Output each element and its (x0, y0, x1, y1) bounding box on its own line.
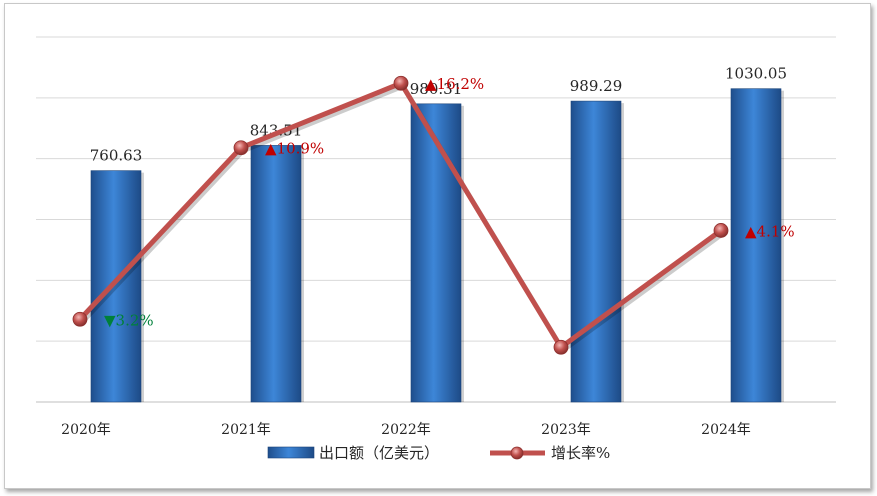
category-label: 2023年 (541, 422, 591, 438)
legend-bar-label: 出口额（亿美元） (319, 444, 439, 462)
category-axis: 2020年 2021年 2022年 2023年 2024年 (61, 422, 751, 438)
category-label: 2021年 (221, 422, 271, 438)
bar-value-label: 760.63 (90, 147, 143, 165)
line-point-2023年 (553, 339, 569, 355)
line-point-2020年 (72, 311, 88, 327)
line-point-2024年 (713, 223, 729, 238)
bar-2021年 (250, 145, 302, 403)
growth-rate-label: ▲4.1% (745, 222, 795, 240)
bar-2024年 (730, 88, 782, 403)
line-value-labels: ▼3.2% ▲10.9% ▲16.2% ▲4.1% (104, 75, 795, 329)
growth-rate-label: ▲16.2% (425, 75, 484, 93)
legend-line-label: 增长率% (551, 444, 610, 462)
legend: 出口额（亿美元） 增长率% (267, 444, 610, 462)
category-label: 2022年 (381, 422, 431, 438)
bar-value-label: 1030.05 (725, 65, 787, 83)
bar-2022年 (410, 103, 462, 403)
legend-bar-swatch (267, 446, 315, 459)
bar-2020年 (90, 170, 142, 403)
line-series (72, 75, 729, 355)
legend-line-marker (510, 446, 524, 460)
growth-rate-label: ▲10.9% (265, 140, 324, 158)
category-label: 2020年 (61, 422, 111, 438)
growth-rate-label: ▼3.2% (104, 311, 154, 329)
chart-frame: 760.63 843.51 980.31 989.29 1030.05 ▼3.2% ▲10… (4, 3, 871, 489)
bar-value-label: 980.31 (410, 80, 463, 98)
line-point-2021年 (233, 140, 249, 156)
bar-series (90, 88, 784, 403)
bar-value-label: 989.29 (570, 77, 623, 95)
category-label: 2024年 (701, 422, 751, 438)
bar-2023年 (570, 100, 622, 403)
line-point-2022年 (393, 75, 409, 91)
